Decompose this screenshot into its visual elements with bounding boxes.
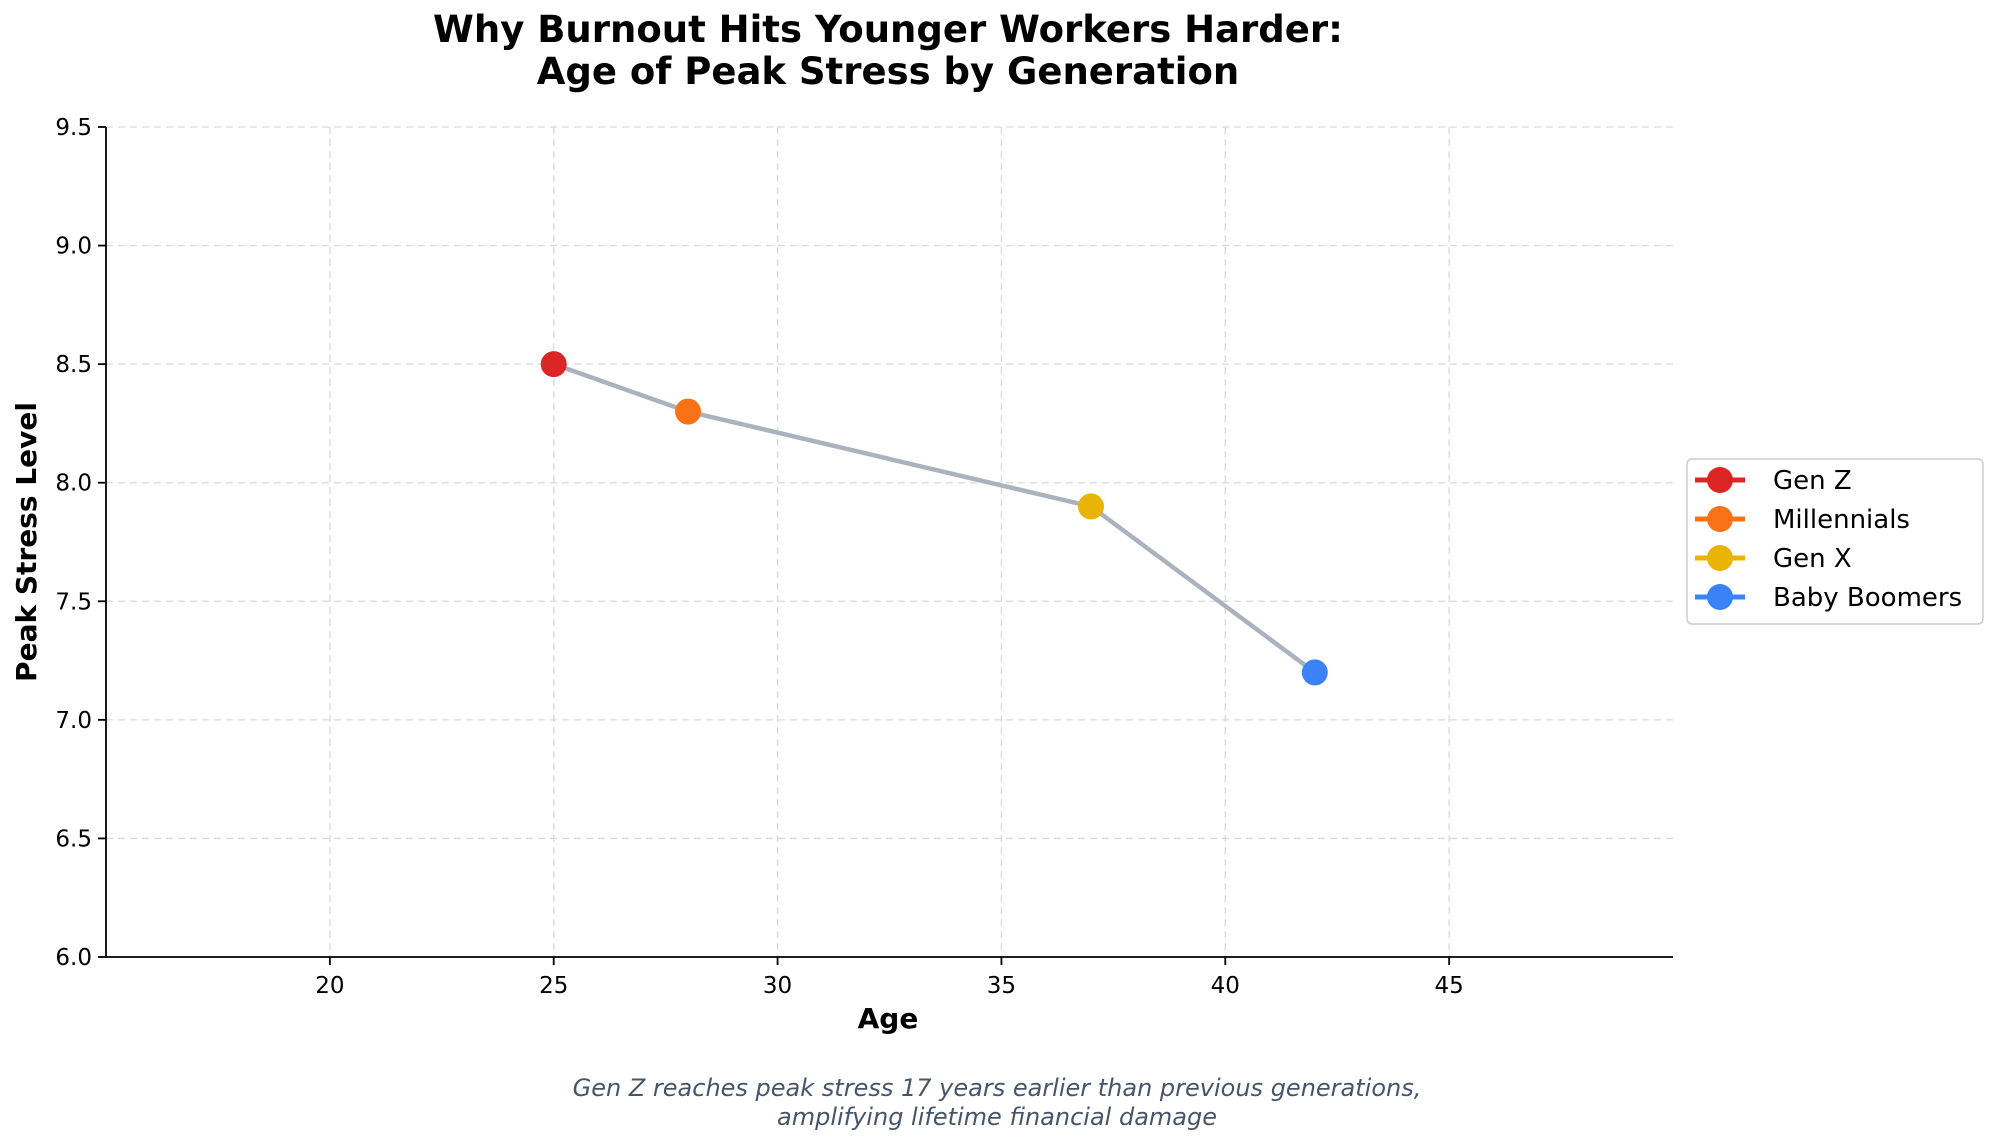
data-point bbox=[1301, 659, 1328, 686]
y-tick-label: 6.5 bbox=[55, 826, 92, 852]
annotation-line-2: amplifying lifetime financial damage bbox=[777, 1103, 1217, 1131]
legend-label: Gen X bbox=[1773, 544, 1852, 574]
x-tick-label: 30 bbox=[763, 973, 792, 999]
legend-label: Gen Z bbox=[1773, 466, 1852, 496]
legend-frame bbox=[1686, 458, 1984, 625]
legend-swatch-marker bbox=[1707, 545, 1733, 571]
legend-label: Baby Boomers bbox=[1773, 583, 1962, 613]
y-tick-label: 6.0 bbox=[55, 945, 92, 971]
y-tick-label: 8.5 bbox=[55, 352, 92, 378]
legend-label: Millennials bbox=[1773, 505, 1910, 535]
connector-line bbox=[551, 361, 1318, 675]
x-tick-label: 35 bbox=[987, 973, 1016, 999]
legend-swatch-marker bbox=[1707, 467, 1733, 493]
x-tick-label: 40 bbox=[1211, 973, 1240, 999]
plot-area bbox=[540, 351, 1328, 686]
annotation-line-1: Gen Z reaches peak stress 17 years earli… bbox=[573, 1074, 1422, 1102]
x-tick-label: 20 bbox=[315, 973, 344, 999]
y-tick-label: 9.5 bbox=[55, 115, 92, 141]
y-tick-label: 9.0 bbox=[55, 234, 92, 260]
data-point bbox=[675, 398, 702, 425]
chart-title-line-1: Why Burnout Hits Younger Workers Harder: bbox=[433, 8, 1343, 51]
grid bbox=[106, 126, 1673, 958]
x-axis-label: Age bbox=[858, 1002, 919, 1035]
y-tick-label: 7.5 bbox=[55, 589, 92, 615]
data-point bbox=[540, 351, 567, 378]
axes bbox=[98, 126, 1673, 965]
y-tick-label: 8.0 bbox=[55, 471, 92, 497]
x-tick-label: 45 bbox=[1435, 973, 1464, 999]
chart-title-line-2: Age of Peak Stress by Generation bbox=[537, 50, 1240, 93]
legend: Gen Z Millennials Gen X Baby Boomers bbox=[1686, 458, 1984, 625]
y-tick-label: 7.0 bbox=[55, 708, 92, 734]
y-axis-label: Peak Stress Level bbox=[10, 402, 43, 682]
tick-labels: 20 25 30 35 40 45 6.0 6.5 7.0 7.5 8.0 8.5 9.0 9.5 bbox=[55, 115, 1463, 999]
data-point bbox=[1077, 493, 1104, 520]
legend-swatch-marker bbox=[1707, 584, 1733, 610]
x-tick-label: 25 bbox=[539, 973, 568, 999]
legend-swatch-marker bbox=[1707, 506, 1733, 532]
